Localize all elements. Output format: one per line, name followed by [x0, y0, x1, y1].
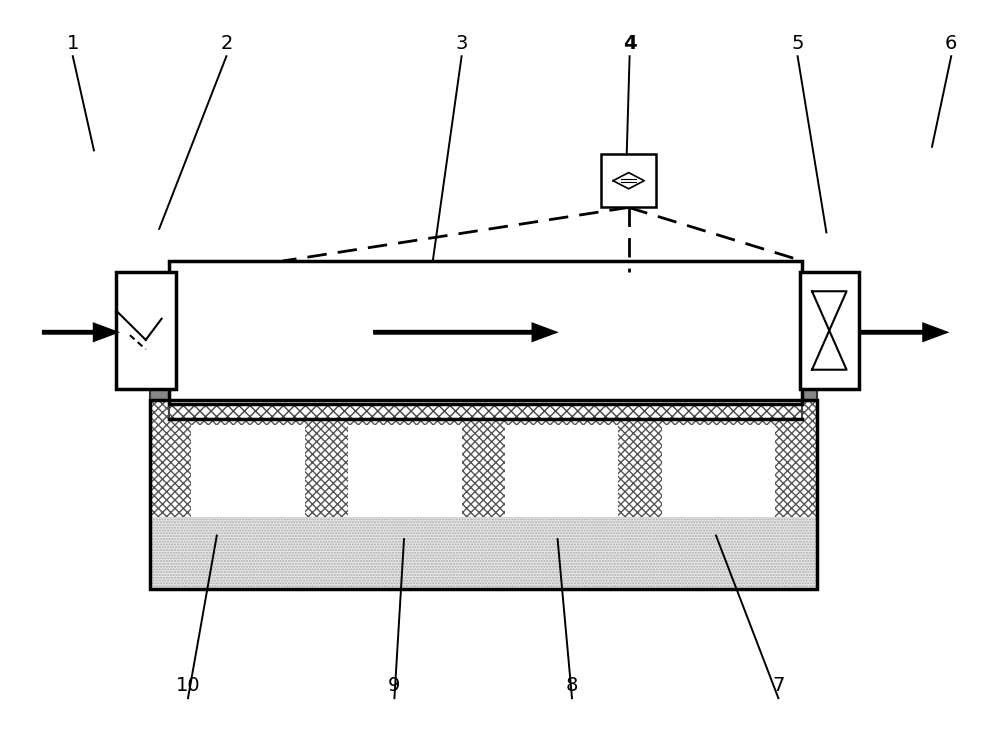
- Text: 9: 9: [388, 676, 401, 695]
- Bar: [191, 425, 305, 528]
- Bar: [150, 400, 817, 589]
- Bar: [150, 400, 817, 517]
- Bar: [150, 400, 817, 589]
- Text: 8: 8: [566, 676, 578, 695]
- Text: 5: 5: [791, 34, 804, 53]
- Bar: [150, 517, 817, 589]
- Text: 3: 3: [455, 34, 468, 53]
- Text: 1: 1: [67, 34, 79, 53]
- Bar: [800, 272, 859, 389]
- Bar: [662, 425, 775, 528]
- Bar: [601, 154, 656, 207]
- Text: 2: 2: [220, 34, 233, 53]
- Bar: [150, 517, 817, 589]
- Text: 10: 10: [176, 676, 200, 695]
- FancyArrow shape: [375, 325, 553, 340]
- Bar: [169, 403, 802, 419]
- Bar: [348, 425, 462, 528]
- Text: 6: 6: [945, 34, 957, 53]
- Text: 7: 7: [772, 676, 785, 695]
- Bar: [150, 384, 817, 400]
- Text: 4: 4: [623, 34, 636, 53]
- FancyArrow shape: [44, 325, 114, 340]
- Bar: [169, 261, 802, 403]
- Bar: [116, 272, 176, 389]
- Bar: [505, 425, 618, 528]
- FancyArrow shape: [861, 325, 944, 340]
